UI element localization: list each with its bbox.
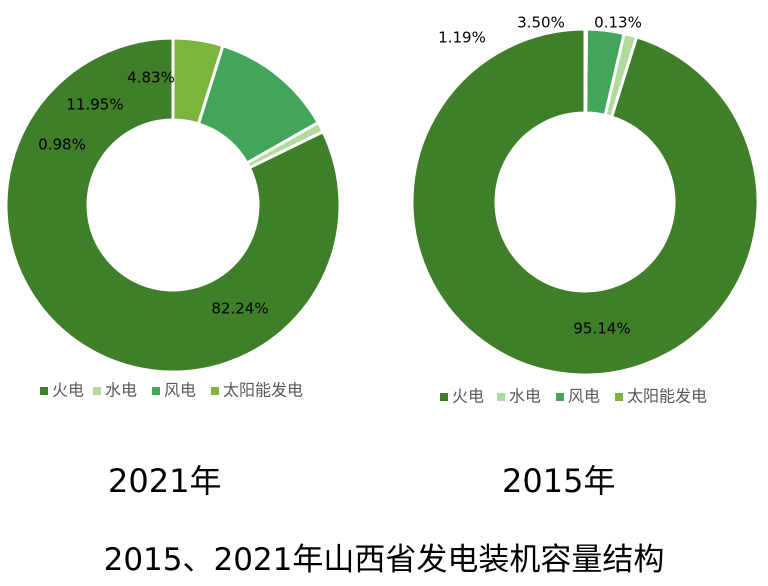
chart-title-2015: 2015年 xyxy=(502,462,616,500)
donut-chart-2015: 95.14% 1.19% 3.50% 0.13% 火电 水电 风电 太阳能发电 xyxy=(410,14,760,406)
slice-wind xyxy=(584,27,626,118)
legend-swatch-solar xyxy=(211,387,219,395)
legend-swatch-hydro xyxy=(497,393,505,401)
slice-wind xyxy=(196,43,321,166)
chart-title-2021: 2021年 xyxy=(108,462,222,500)
data-label-hydro: 0.98% xyxy=(38,136,86,154)
legend-label-wind: 风电 xyxy=(164,381,196,400)
slice-solar xyxy=(171,36,225,126)
slice-solar xyxy=(583,27,588,115)
slice-thermal xyxy=(410,27,760,377)
legend: 火电 水电 风电 太阳能发电 xyxy=(40,381,303,400)
legend-label-wind: 风电 xyxy=(568,387,600,406)
legend-swatch-wind xyxy=(556,393,564,401)
legend-label-thermal: 火电 xyxy=(452,387,484,406)
data-label-thermal: 95.14% xyxy=(573,320,630,338)
legend: 火电 水电 风电 太阳能发电 xyxy=(440,387,707,406)
legend-swatch-hydro xyxy=(93,387,101,395)
legend-swatch-wind xyxy=(152,387,160,395)
donut-chart-2021: 82.24% 0.98% 11.95%4.83% 火电 水电 风电 太阳能发电 xyxy=(4,36,342,400)
data-label-wind: 3.50% xyxy=(517,14,565,32)
legend-label-solar: 太阳能发电 xyxy=(627,387,707,406)
legend-swatch-thermal xyxy=(40,387,48,395)
figure-caption: 2015、2021年山西省发电装机容量结构 xyxy=(103,542,665,578)
data-label-wind: 11.95% xyxy=(66,96,123,114)
legend-swatch-solar xyxy=(615,393,623,401)
legend-swatch-thermal xyxy=(440,393,448,401)
legend-label-hydro: 水电 xyxy=(105,381,137,400)
data-label-hydro: 1.19% xyxy=(438,29,486,47)
legend-label-solar: 太阳能发电 xyxy=(223,381,303,400)
data-label-thermal: 82.24% xyxy=(211,300,268,318)
legend-label-hydro: 水电 xyxy=(509,387,541,406)
data-label-solar: 4.83% xyxy=(127,69,175,87)
data-label-solar: 0.13% xyxy=(594,14,642,32)
slice-thermal xyxy=(4,36,342,374)
legend-label-thermal: 火电 xyxy=(52,381,84,400)
